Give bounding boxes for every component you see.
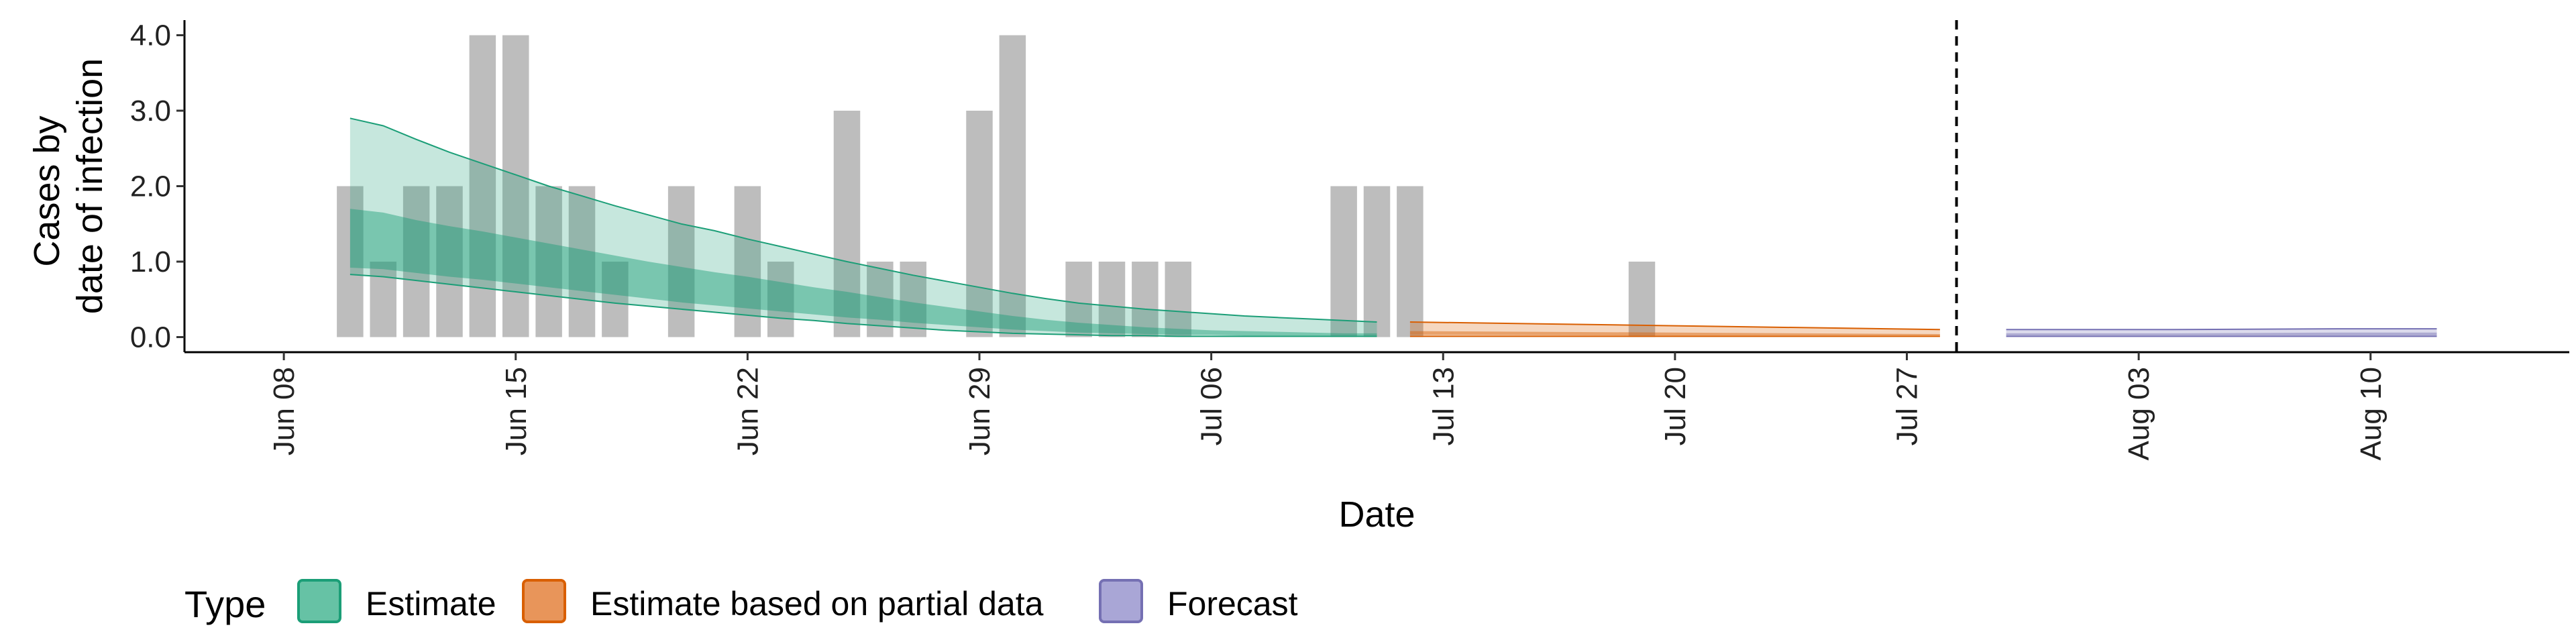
legend-swatch [522,579,566,623]
legend-label: Estimate based on partial data [590,585,1044,623]
case-bar [1165,262,1191,337]
legend-label: Forecast [1167,585,1298,623]
x-tick-label: Jun 29 [963,367,996,455]
case-bar [337,186,364,337]
y-tick-label: 3.0 [130,95,171,127]
x-tick-label: Jul 13 [1427,367,1460,445]
band-outer [350,118,1377,337]
case-bar [1330,186,1357,337]
legend-swatch [297,579,341,623]
estimate-bands [350,117,2437,337]
x-tick-label: Jul 27 [1891,367,1924,445]
y-axis-title-line-1: Cases by [27,115,67,266]
case-bar [734,186,761,337]
y-tick-label: 1.0 [130,246,171,278]
case-bar [1363,186,1391,337]
band-outer [1409,322,1940,337]
x-tick-label: Aug 10 [2355,367,2387,460]
case-bar [402,186,430,337]
case-bar [900,262,926,337]
legend-swatch [1099,579,1143,623]
band-outer [2006,329,2437,337]
case-bar [966,111,993,337]
band-upper-edge [350,117,1377,323]
y-axis-title: Cases by date of infection [27,58,110,314]
band-lower-edge [350,274,1377,337]
band-inner [350,209,1377,336]
case-bar [436,186,463,337]
case-bar [667,186,695,337]
case-bar [502,35,529,337]
case-bar [1065,262,1092,337]
case-bar [1397,186,1424,337]
x-tick-label: Jun 08 [268,367,301,455]
x-axis-ticks: Jun 08 Jun 15 Jun 22 Jun 29 Jul 06 Jul 13 Jul … [268,352,2387,460]
band-inner [2006,332,2437,336]
y-axis-title-line-2: date of infection [70,58,110,314]
band-upper-edge [1409,321,1940,331]
case-bar [1132,262,1159,337]
case-bar [833,111,861,337]
case-bar [535,186,562,337]
x-tick-label: Jun 15 [500,367,533,455]
band-inner [1409,331,1940,336]
x-tick-label: Jul 20 [1659,367,1692,445]
legend-items: Estimate Estimate based on partial data Fo… [297,579,1298,623]
x-tick-label: Aug 03 [2123,367,2155,460]
case-bar [602,262,629,337]
legend: Type Estimate Estimate based on partial d… [184,579,1298,625]
y-tick-label: 4.0 [130,19,171,52]
case-bar [767,262,794,337]
case-bar [370,262,396,337]
legend-title: Type [184,583,266,625]
case-bar [1098,262,1126,337]
y-axis-ticks: 0.0 1.0 2.0 3.0 4.0 [130,19,184,354]
x-axis-title: Date [1338,494,1415,535]
y-tick-label: 2.0 [130,170,171,203]
case-bar [999,35,1026,337]
case-bars [337,35,1656,337]
x-tick-label: Jul 06 [1195,367,1228,445]
legend-label: Estimate [366,585,496,623]
x-tick-label: Jun 22 [731,367,764,455]
case-bar [568,186,596,337]
y-tick-label: 0.0 [130,321,171,354]
